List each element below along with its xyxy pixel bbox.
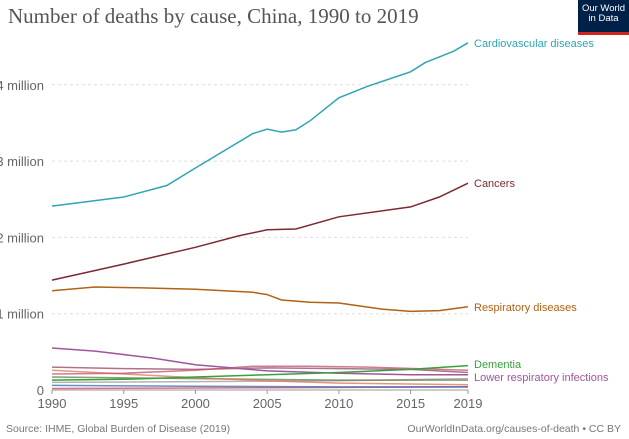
logo-line1: Our World [581, 3, 626, 14]
x-tick-label: 2010 [324, 396, 353, 411]
y-tick-label: 4 million [0, 78, 44, 93]
series-label: Respiratory diseases [474, 302, 577, 314]
x-tick-label: 2015 [396, 396, 425, 411]
x-tick-label: 1995 [109, 396, 138, 411]
x-tick-label: 1990 [38, 396, 67, 411]
y-tick-label: 3 million [0, 154, 44, 169]
source-note: Source: IHME, Global Burden of Disease (… [6, 423, 231, 435]
x-tick-label: 2000 [181, 396, 210, 411]
logo-line2: in Data [588, 13, 619, 24]
series-label: Cancers [474, 178, 515, 190]
series-line [51, 384, 468, 388]
series-line [51, 364, 469, 381]
series-line [51, 376, 468, 381]
x-tick-label: 2005 [253, 396, 282, 411]
series-line [51, 347, 468, 376]
source-url[interactable]: OurWorldInData.org/causes-of-death • CC … [407, 423, 621, 435]
series-label: Dementia [474, 359, 522, 371]
x-tick-label: 2019 [454, 396, 483, 411]
y-tick-label: 1 million [0, 307, 44, 322]
y-tick-label: 2 million [0, 230, 44, 245]
series-line [51, 365, 469, 375]
series-line [51, 286, 469, 313]
y-tick-label: 0 [37, 383, 44, 398]
series-line [51, 42, 469, 207]
chart-title: Number of deaths by cause, China, 1990 t… [8, 4, 419, 28]
owid-logo[interactable]: Our World in Data [578, 0, 629, 35]
series-label: Lower respiratory infections [474, 372, 609, 384]
series-label: Cardiovascular diseases [474, 38, 594, 50]
series-line [51, 182, 469, 281]
